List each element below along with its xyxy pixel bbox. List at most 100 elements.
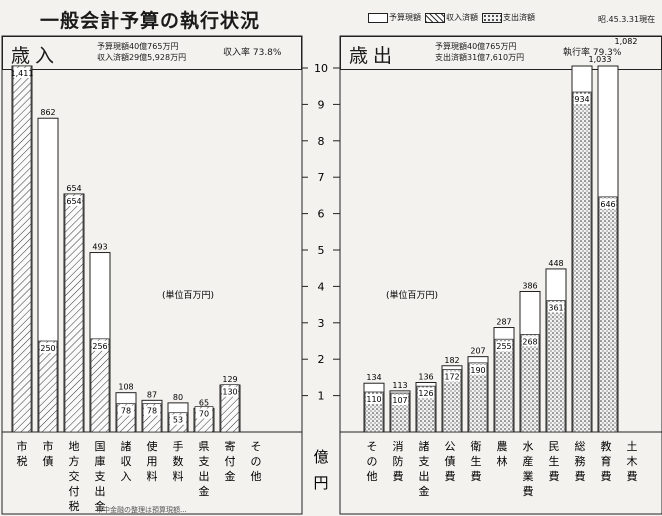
expenditure-category-label: 諸: [419, 439, 430, 453]
revenue-category-label: 県: [199, 440, 210, 453]
expenditure-actual-label: 126: [418, 389, 433, 398]
legend-swatch: [425, 12, 445, 23]
revenue-label-bg: [170, 414, 186, 425]
expenditure-category-label: 生: [549, 454, 560, 468]
expenditure-category-label: 金: [419, 484, 430, 498]
legend-label: 収入済額: [446, 13, 478, 22]
revenue-category-label: 出: [95, 484, 106, 498]
expenditure-budget-label: 182: [444, 356, 459, 365]
y-tick-label: 9: [318, 98, 325, 111]
revenue-category-label: 他: [251, 470, 262, 483]
page-title: 一般会計予算の執行状況: [40, 10, 261, 32]
revenue-label-bg: [40, 343, 56, 353]
revenue-rate: 収入率 73.8%: [223, 48, 282, 58]
expenditure-category-label: 費: [445, 469, 456, 483]
footnote: 市中金融の整理は預算現額...: [96, 506, 187, 514]
y-tick-label: 2: [318, 353, 325, 366]
revenue-category-label: 支: [95, 470, 106, 483]
expenditure-spent-text: 支出済額31億7,610万円: [435, 53, 525, 62]
chart-bars: [11, 65, 619, 433]
revenue-category-label: 料: [147, 469, 158, 483]
chart-labels: 12345678910億円(単位百万円)(単位百万円)1,5301,411862…: [11, 37, 638, 513]
expenditure-category-label: 衛: [471, 440, 482, 453]
expenditure-category-label: 費: [575, 469, 586, 483]
revenue-actual-label: 256: [92, 342, 107, 351]
y-axis-unit: 億: [313, 448, 328, 466]
expenditure-category-label: 消: [393, 439, 404, 453]
legend: 予算現額 収入済額 支出済額: [368, 12, 535, 23]
expenditure-category-label: 債: [445, 454, 456, 468]
expenditure-summary: 予算現額40億765万円 支出済額31億7,610万円: [435, 41, 524, 63]
revenue-category-label: 諸: [121, 439, 132, 453]
legend-label: 支出済額: [503, 13, 535, 22]
revenue-label-bg: [14, 68, 30, 78]
revenue-actual-bar: [38, 340, 58, 433]
revenue-category-label: 入: [121, 470, 132, 483]
y-tick-label: 6: [318, 208, 325, 221]
revenue-category-label: 出: [199, 469, 210, 483]
expenditure-actual-bar: [598, 196, 618, 433]
expenditure-category-label: 木: [627, 455, 638, 468]
expenditure-actual-bar: [442, 369, 462, 433]
revenue-category-label: 国: [95, 440, 106, 453]
expenditure-actual-bar: [546, 300, 566, 433]
revenue-category-label: 付: [69, 485, 80, 498]
expenditure-label-bg: [418, 388, 434, 399]
revenue-actual-bar: [64, 193, 84, 433]
expenditure-actual-label: 110: [366, 395, 381, 404]
expenditure-actual-label: 172: [444, 372, 459, 381]
y-tick-label: 5: [318, 244, 325, 257]
revenue-category-label: 支: [199, 455, 210, 468]
revenue-category-label: 寄: [225, 439, 236, 453]
expenditure-label-bg: [600, 198, 616, 209]
revenue-actual-label: 53: [173, 416, 183, 425]
expenditure-actual-label: 107: [392, 396, 407, 405]
expenditure-category-label: 育: [601, 454, 612, 468]
expenditure-category-label: 費: [549, 469, 560, 483]
expenditure-category-label: 費: [523, 484, 534, 498]
expenditure-label-bg: [470, 364, 486, 375]
revenue-budget-label: 493: [92, 243, 107, 252]
expenditure-category-label: 支: [419, 455, 430, 468]
revenue-budget-label: 129: [222, 375, 237, 384]
expenditure-category-label: 他: [367, 470, 378, 483]
revenue-label-bg: [66, 195, 82, 206]
expenditure-category-label: 費: [601, 469, 612, 483]
expenditure-actual-bar: [520, 334, 540, 433]
revenue-label-bg: [144, 405, 160, 416]
expenditure-budget-label: 386: [522, 281, 537, 290]
expenditure-actual-bar: [572, 91, 592, 433]
legend-item: 予算現額: [368, 12, 421, 23]
y-tick-label: 8: [318, 135, 325, 148]
revenue-label-bg: [92, 340, 108, 351]
revenue-category-label: 手: [173, 439, 184, 453]
expenditure-category-label: 民: [549, 440, 560, 453]
expenditure-actual-label: 268: [522, 337, 537, 346]
expenditure-label-bg: [496, 341, 512, 352]
revenue-category-label: 用: [147, 455, 158, 468]
expenditure-category-label: 生: [471, 454, 482, 468]
legend-item: 支出済額: [482, 12, 535, 23]
expenditure-budget-text: 予算現額40億765万円: [435, 42, 517, 51]
revenue-category-label: 金: [225, 469, 236, 483]
expenditure-actual-label: 190: [470, 366, 485, 375]
revenue-budget-text: 予算現額40億765万円: [97, 42, 179, 51]
revenue-budget-label: 80: [173, 393, 183, 402]
revenue-category-label: 金: [199, 484, 210, 498]
revenue-category-label: 方: [69, 454, 80, 468]
expenditure-category-label: 産: [523, 455, 534, 468]
expenditure-category-label: 教: [601, 440, 612, 453]
expenditure-category-label: 費: [471, 469, 482, 483]
expenditure-category-label: 総: [575, 439, 586, 453]
revenue-received-text: 収入済額29億5,928万円: [97, 53, 187, 62]
y-tick-label: 10: [314, 62, 328, 75]
revenue-category-label: 付: [225, 455, 236, 468]
revenue-actual-label: 654: [66, 197, 81, 206]
expenditure-title: 歳出: [349, 45, 398, 67]
expenditure-budget-label: 1,033: [589, 55, 612, 64]
revenue-category-label: 市: [43, 439, 54, 453]
revenue-summary: 予算現額40億765万円 収入済額29億5,928万円: [97, 41, 186, 63]
expenditure-actual-label: 255: [496, 342, 511, 351]
revenue-actual-label: 78: [121, 407, 131, 416]
